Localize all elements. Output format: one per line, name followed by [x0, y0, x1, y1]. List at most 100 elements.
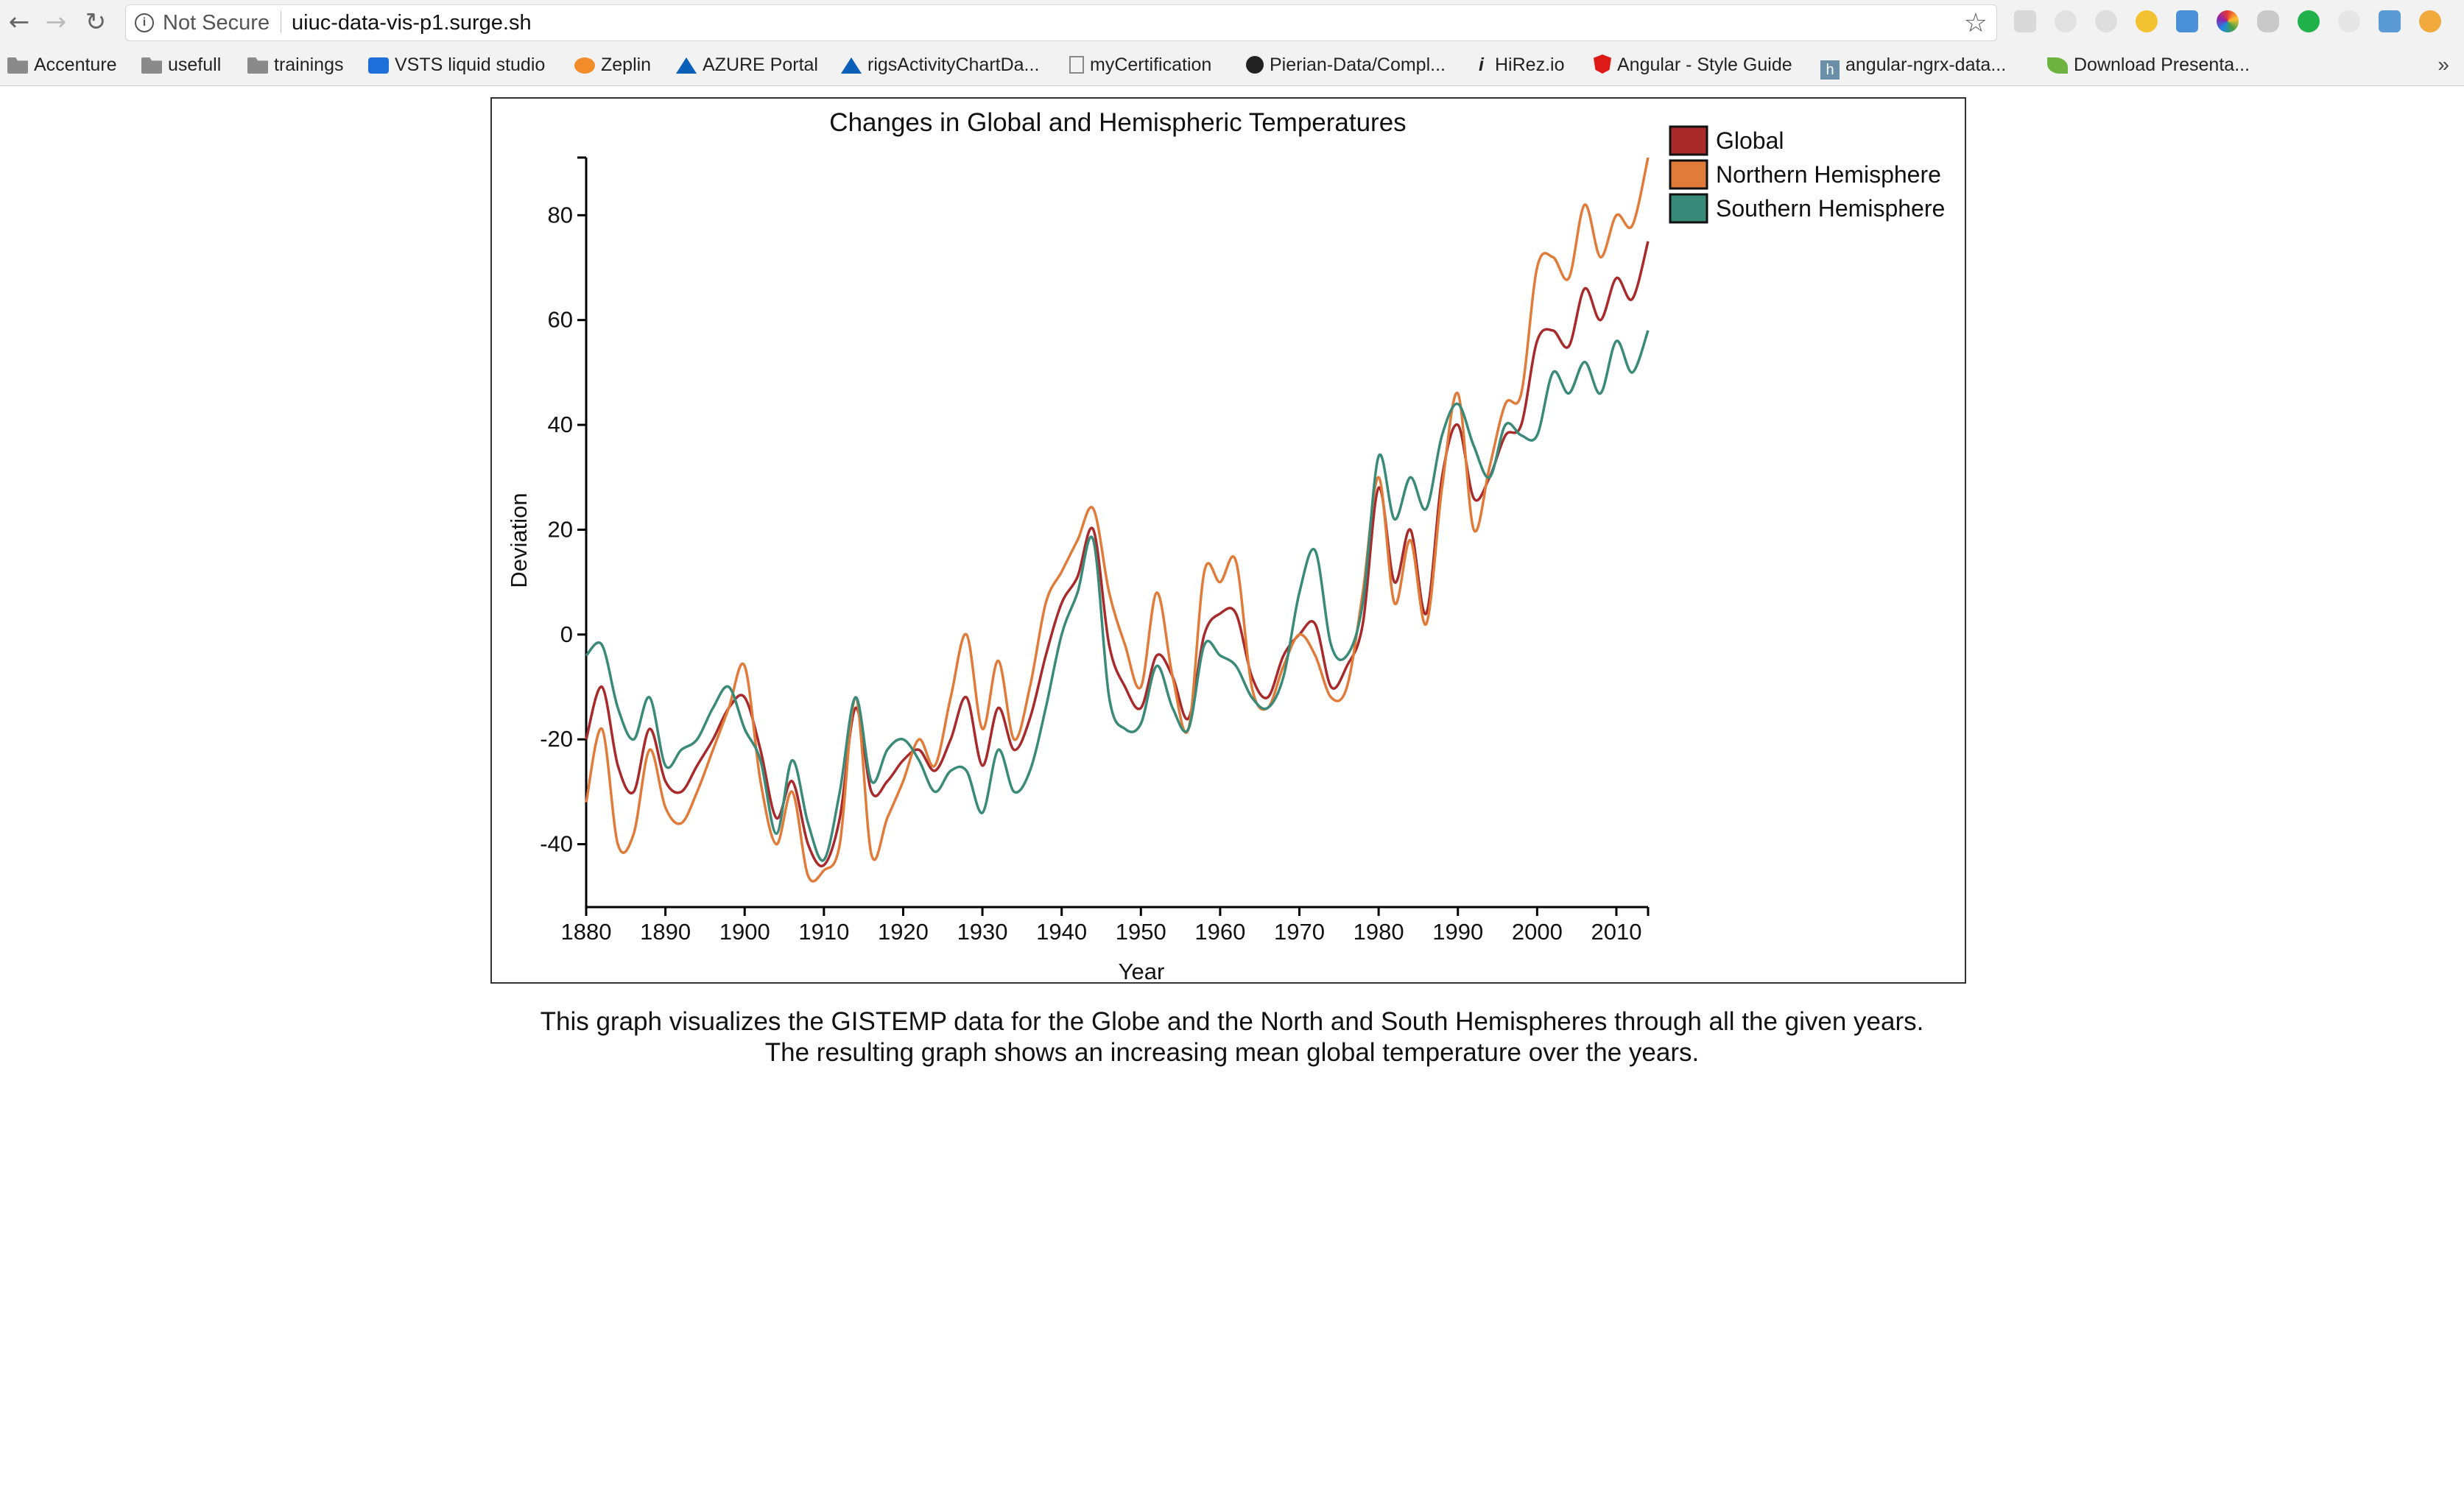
bookmark-label: Angular - Style Guide: [1617, 54, 1792, 75]
extension-translate-icon[interactable]: [2379, 10, 2401, 32]
legend-label-southern-hemisphere: Southern Hemisphere: [1716, 195, 1945, 222]
azure-icon: [841, 57, 862, 74]
x-tick-label: 1980: [1354, 919, 1404, 945]
extension-star-icon[interactable]: [2419, 10, 2441, 32]
bookmark-item[interactable]: AZURE Portal: [676, 52, 818, 78]
y-tick-label: 0: [560, 621, 573, 647]
legend-swatch-southern-hemisphere: [1669, 193, 1708, 224]
bookmark-item[interactable]: Zeplin: [574, 52, 651, 78]
bookmark-label: Pierian-Data/Compl...: [1270, 54, 1446, 75]
x-tick-label: 1890: [640, 919, 691, 945]
y-tick-label: 40: [548, 412, 573, 437]
bookmark-label: Download Presenta...: [2074, 54, 2250, 75]
x-axis: 1880 1890 1900 1910 1920 1930 1940 1950 1960 1970…: [561, 906, 1650, 945]
legend-swatch-northern-hemisphere: [1669, 159, 1708, 190]
bookmark-star-icon[interactable]: ☆: [1963, 8, 1988, 38]
bookmark-item[interactable]: i HiRez.io: [1479, 52, 1564, 78]
h-icon: h: [1820, 60, 1840, 80]
github-icon: [1246, 56, 1264, 74]
browser-chrome: ← → ↻ i Not Secure uiuc-data-vis-p1.surg…: [0, 0, 2464, 86]
leaf-icon: [2047, 57, 2068, 74]
bookmark-item[interactable]: Pierian-Data/Compl...: [1246, 52, 1446, 78]
extension-colorwheel-icon[interactable]: [2217, 10, 2239, 32]
bookmark-label: Accenture: [34, 54, 117, 75]
azure-icon: [676, 57, 697, 74]
y-tick-label: 20: [548, 516, 573, 542]
bookmark-label: VSTS liquid studio: [395, 54, 546, 75]
x-tick-label: 2010: [1591, 919, 1641, 945]
y-tick-label: -20: [540, 726, 573, 752]
bookmark-item[interactable]: rigsActivityChartDa...: [841, 52, 1039, 78]
x-tick-label: 1900: [719, 919, 770, 945]
bookmark-item[interactable]: h angular-ngrx-data...: [1820, 52, 2007, 80]
bookmark-label: AZURE Portal: [703, 54, 818, 75]
series-lines: [585, 157, 1650, 883]
folder-icon: [7, 57, 28, 74]
extension-glasses-icon[interactable]: [2257, 10, 2279, 32]
series-line-northern-hemisphere: [585, 157, 1650, 883]
bookmark-item[interactable]: trainings: [247, 52, 344, 78]
legend-swatch-global: [1669, 125, 1708, 156]
temperature-line-chart: Changes in Global and Hemispheric Temper…: [506, 108, 1945, 984]
x-tick-label: 1920: [878, 919, 929, 945]
bookmark-item[interactable]: Download Presenta...: [2047, 52, 2250, 78]
x-tick-label: 1880: [561, 919, 612, 945]
url-text[interactable]: uiuc-data-vis-p1.surge.sh: [292, 11, 532, 35]
chart-title: Changes in Global and Hemispheric Temper…: [829, 108, 1406, 137]
bookmark-item[interactable]: myCertification: [1069, 52, 1211, 78]
legend-label-northern-hemisphere: Northern Hemisphere: [1716, 161, 1941, 188]
chart-container: Changes in Global and Hemispheric Temper…: [490, 97, 1966, 984]
vsts-icon: [368, 57, 389, 74]
series-line-southern-hemisphere: [585, 330, 1650, 862]
x-tick-label: 1970: [1274, 919, 1325, 945]
caption-line-2: The resulting graph shows an increasing …: [764, 1038, 1700, 1067]
page-icon: [1069, 56, 1084, 74]
address-bar[interactable]: i Not Secure uiuc-data-vis-p1.surge.sh ☆: [125, 4, 1997, 41]
folder-icon: [247, 57, 268, 74]
x-tick-label: 2000: [1512, 919, 1563, 945]
x-tick-label: 1910: [798, 919, 849, 945]
y-tick-label: 60: [548, 307, 573, 333]
bookmark-label: Zeplin: [601, 54, 652, 75]
navigation-bar: ← → ↻ i Not Secure uiuc-data-vis-p1.surg…: [0, 0, 2464, 46]
bookmark-label: rigsActivityChartDa...: [867, 54, 1040, 75]
y-axis: -40 -20 0 20 40 60 80: [540, 156, 588, 907]
bookmark-item[interactable]: Angular - Style Guide: [1594, 52, 1792, 78]
series-line-global: [585, 241, 1650, 867]
x-tick-label: 1960: [1194, 919, 1245, 945]
extension-faded-icon[interactable]: [2338, 10, 2360, 32]
extension-moon-icon[interactable]: [2095, 10, 2117, 32]
extension-night-icon[interactable]: [2136, 10, 2158, 32]
bookmarks-bar: Accenture usefull trainings VSTS liquid …: [0, 47, 2464, 84]
y-tick-label: -40: [540, 831, 573, 857]
zeplin-icon: [574, 57, 595, 74]
bookmark-item[interactable]: VSTS liquid studio: [368, 52, 545, 78]
angular-icon: [1594, 54, 1611, 74]
bookmark-label: usefull: [168, 54, 222, 75]
bookmark-item[interactable]: Accenture: [7, 52, 117, 78]
caption-line-1: This graph visualizes the GISTEMP data f…: [540, 1007, 1924, 1036]
extension-circle-icon[interactable]: [2055, 10, 2077, 32]
grammarly-icon[interactable]: [2298, 10, 2320, 32]
bookmark-item[interactable]: usefull: [141, 52, 221, 78]
reload-icon[interactable]: ↻: [85, 7, 107, 37]
back-arrow-icon[interactable]: ←: [8, 7, 30, 37]
y-tick-label: 80: [548, 202, 573, 228]
x-axis-label: Year: [1119, 959, 1165, 982]
bookmark-label: myCertification: [1090, 54, 1212, 75]
x-tick-label: 1990: [1432, 919, 1483, 945]
info-icon[interactable]: i: [135, 13, 154, 32]
bookmarks-overflow-icon[interactable]: »: [2437, 53, 2449, 76]
forward-arrow-icon[interactable]: →: [45, 7, 67, 37]
folder-icon: [141, 57, 162, 74]
x-tick-label: 1950: [1116, 919, 1166, 945]
x-tick-label: 1940: [1036, 919, 1087, 945]
legend: Global Northern Hemisphere Southern Hemisp…: [1669, 125, 1945, 224]
x-tick-label: 1930: [957, 919, 1008, 945]
extension-window-icon[interactable]: [2176, 10, 2198, 32]
security-label[interactable]: Not Secure: [163, 11, 270, 35]
extension-grid-icon[interactable]: [2014, 10, 2036, 32]
info-i-icon: i: [1479, 54, 1484, 75]
legend-label-global: Global: [1716, 127, 1784, 154]
bookmark-label: angular-ngrx-data...: [1845, 54, 2007, 75]
